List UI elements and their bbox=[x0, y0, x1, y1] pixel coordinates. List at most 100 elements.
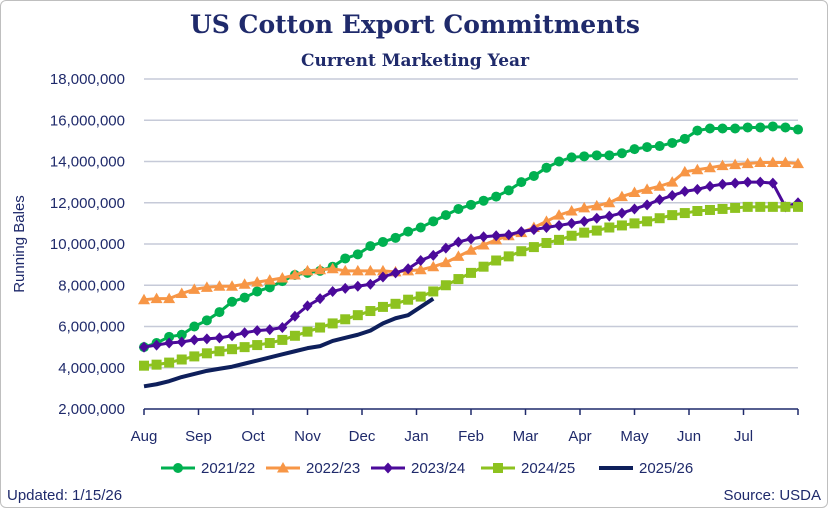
data-point bbox=[201, 333, 212, 345]
data-point bbox=[264, 338, 275, 348]
data-point bbox=[453, 274, 464, 285]
data-point bbox=[314, 263, 327, 275]
data-point bbox=[227, 330, 238, 342]
data-point bbox=[717, 203, 728, 214]
data-point bbox=[642, 199, 653, 211]
data-point bbox=[227, 296, 238, 307]
data-point bbox=[591, 212, 602, 224]
x-tick-label: Dec bbox=[349, 428, 376, 445]
data-point bbox=[176, 336, 187, 348]
data-point bbox=[252, 340, 263, 351]
data-point bbox=[403, 263, 414, 275]
data-point bbox=[629, 218, 640, 229]
data-point bbox=[616, 148, 627, 159]
data-point bbox=[767, 121, 778, 132]
data-point bbox=[541, 237, 552, 248]
data-point bbox=[289, 330, 300, 341]
chart-title: US Cotton Export Commitments bbox=[190, 10, 640, 39]
data-point bbox=[704, 204, 715, 215]
data-point bbox=[163, 292, 176, 304]
data-point bbox=[691, 163, 704, 175]
data-point bbox=[730, 177, 741, 189]
y-tick-label: 12,000,000 bbox=[50, 195, 125, 212]
data-point bbox=[566, 217, 577, 229]
data-point bbox=[704, 180, 715, 192]
legend-label: 2023/24 bbox=[411, 460, 465, 477]
data-point bbox=[415, 255, 426, 266]
data-point bbox=[503, 229, 514, 241]
data-point bbox=[377, 236, 388, 247]
data-point bbox=[188, 283, 201, 294]
legend-label: 2024/25 bbox=[521, 460, 575, 477]
data-point bbox=[302, 326, 313, 337]
data-point bbox=[792, 157, 804, 169]
data-point bbox=[591, 225, 602, 236]
legend-item: 2021/22 bbox=[161, 460, 255, 477]
data-point bbox=[189, 351, 200, 362]
data-point bbox=[767, 201, 778, 212]
data-point bbox=[151, 359, 162, 370]
data-point bbox=[793, 201, 803, 212]
data-point bbox=[440, 280, 451, 291]
data-point bbox=[742, 122, 753, 133]
data-point bbox=[201, 315, 212, 326]
data-point bbox=[264, 324, 275, 336]
data-point bbox=[742, 201, 753, 212]
data-point bbox=[440, 210, 451, 221]
data-point bbox=[615, 190, 628, 202]
x-tick-label: Jul bbox=[734, 428, 753, 445]
data-point bbox=[365, 241, 376, 252]
data-point bbox=[755, 176, 766, 188]
data-point bbox=[176, 329, 187, 340]
legend-label: 2021/22 bbox=[201, 460, 255, 477]
data-point bbox=[579, 227, 590, 238]
x-tick-label: Nov bbox=[294, 428, 321, 445]
data-point bbox=[703, 161, 716, 173]
data-point bbox=[452, 250, 465, 261]
data-point bbox=[477, 239, 490, 250]
data-point bbox=[340, 253, 351, 264]
data-point bbox=[516, 177, 527, 188]
data-point bbox=[277, 334, 288, 345]
data-point bbox=[616, 220, 627, 231]
data-point bbox=[578, 201, 591, 213]
data-point bbox=[365, 306, 376, 317]
data-point bbox=[453, 203, 464, 214]
x-tick-label: Feb bbox=[458, 428, 484, 445]
series-2024-25 bbox=[139, 201, 803, 371]
data-point bbox=[176, 354, 187, 365]
data-point bbox=[579, 215, 590, 227]
data-point bbox=[654, 141, 665, 152]
data-point bbox=[340, 314, 351, 325]
data-point bbox=[692, 183, 703, 195]
data-point bbox=[466, 233, 476, 245]
data-point bbox=[717, 123, 728, 134]
y-tick-label: 18,000,000 bbox=[50, 71, 125, 88]
x-tick-label: Apr bbox=[568, 428, 591, 445]
legend-item: 2022/23 bbox=[266, 460, 360, 477]
data-point bbox=[591, 150, 602, 161]
data-point bbox=[603, 196, 616, 208]
data-point bbox=[679, 133, 690, 144]
data-point bbox=[252, 286, 263, 297]
updated-note: Updated: 1/15/26 bbox=[7, 487, 122, 504]
data-point bbox=[339, 264, 352, 276]
x-tick-label: Jan bbox=[404, 428, 428, 445]
data-point bbox=[554, 219, 565, 231]
legend-item: 2023/24 bbox=[371, 460, 465, 477]
data-point bbox=[604, 150, 615, 161]
data-point bbox=[151, 339, 162, 351]
data-point bbox=[780, 122, 791, 133]
y-tick-label: 8,000,000 bbox=[58, 277, 125, 294]
data-point bbox=[528, 242, 539, 253]
data-point bbox=[327, 318, 338, 329]
data-point bbox=[566, 230, 577, 241]
data-point bbox=[277, 462, 289, 473]
data-point bbox=[478, 231, 489, 243]
x-tick-label: Jun bbox=[677, 428, 701, 445]
data-point bbox=[717, 178, 728, 190]
data-point bbox=[276, 272, 289, 283]
data-point bbox=[239, 327, 250, 339]
data-point bbox=[415, 291, 426, 302]
data-point bbox=[227, 344, 238, 355]
